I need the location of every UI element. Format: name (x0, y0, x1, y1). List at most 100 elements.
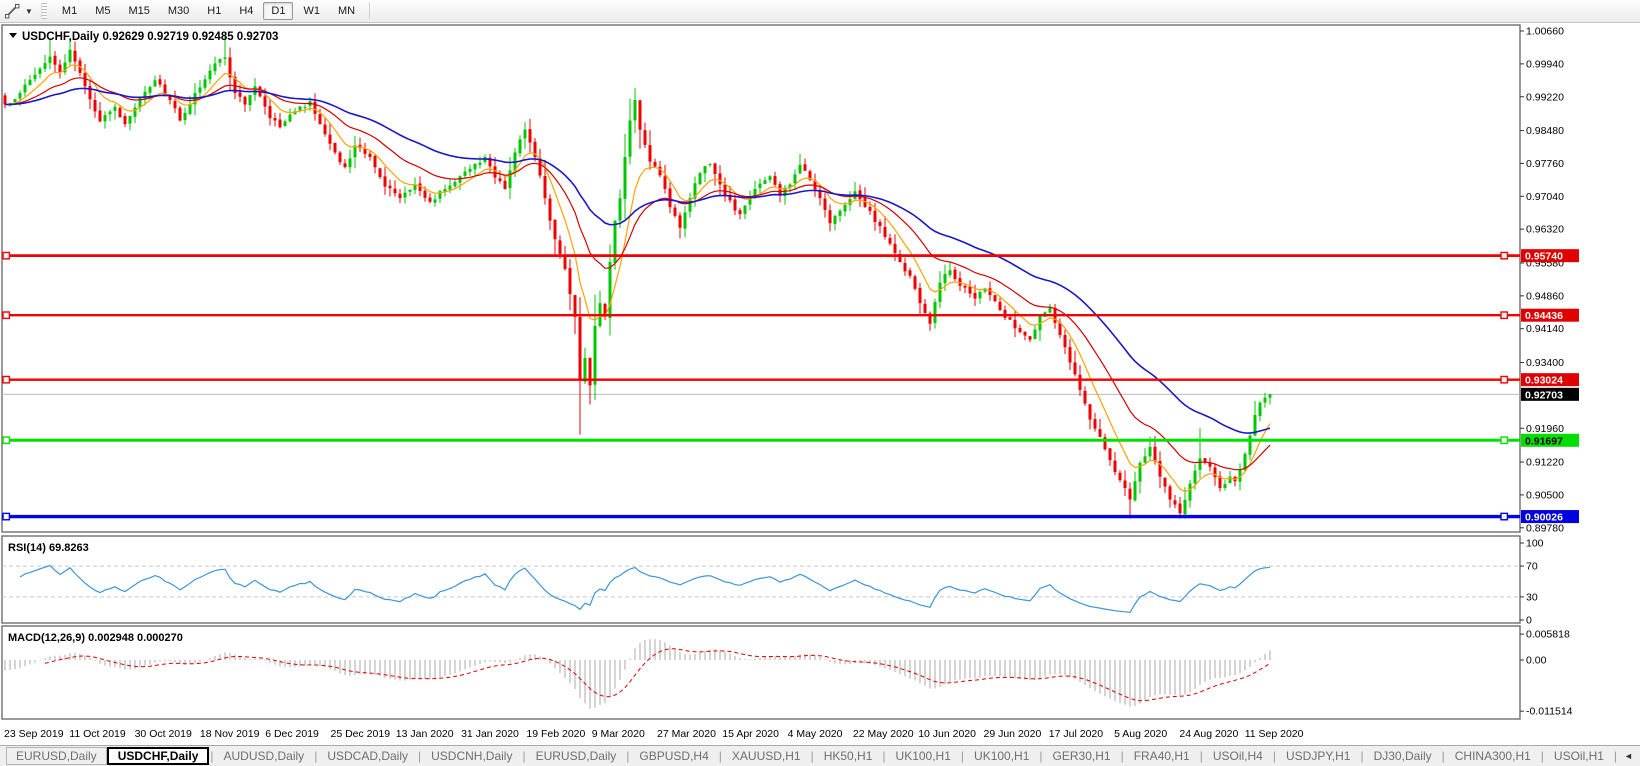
date-tick-label: 22 May 2020 (853, 728, 914, 740)
tab-XAUUSD,H1[interactable]: XAUUSD,H1 (731, 749, 801, 763)
date-axis: 23 Sep 2019 11 Oct 2019 30 Oct 2019 18 Nov … (4, 728, 1304, 740)
timeframe-button-M1[interactable]: M1 (61, 5, 78, 17)
level-price-badge[interactable] (1521, 510, 1579, 524)
tab-EURUSD,Daily[interactable]: EURUSD,Daily (535, 749, 617, 763)
date-tick-label: 15 Apr 2020 (722, 728, 779, 740)
level-price-badge[interactable] (1521, 308, 1579, 322)
toolbar-grip (40, 3, 47, 19)
tab-separator: | (1613, 749, 1618, 763)
date-tick-label: 31 Jan 2020 (461, 728, 519, 740)
macd-tick-label: -0.011514 (1526, 706, 1573, 718)
timeframe-button-M15[interactable]: M15 (128, 5, 150, 17)
level-handle[interactable] (2, 512, 11, 521)
price-tick-label: 0.90500 (1526, 489, 1564, 501)
price-tick-label: 0.89780 (1526, 522, 1564, 534)
level-handle[interactable] (2, 251, 11, 260)
tab-separator: | (626, 749, 630, 763)
price-tick-label: 0.91220 (1526, 457, 1564, 469)
price-tick-label: 0.97040 (1526, 191, 1564, 203)
chart-title-ohlc: USDCHF,Daily 0.92629 0.92719 0.92485 0.9… (22, 31, 278, 43)
date-tick-label: 11 Oct 2019 (69, 728, 126, 740)
dropdown-arrow-icon: ▼ (25, 6, 33, 16)
price-tick-label: 0.97760 (1526, 158, 1564, 170)
tab-separator: | (960, 749, 965, 763)
level-handle[interactable] (1500, 512, 1509, 521)
level-handle[interactable] (2, 311, 11, 320)
date-tick-label: 4 May 2020 (788, 728, 843, 740)
tab-GBPUSD,H4[interactable]: GBPUSD,H4 (639, 749, 709, 763)
price-tick-label: 0.94860 (1526, 290, 1564, 302)
tab-USOil,H1[interactable]: USOil,H1 (1553, 749, 1604, 763)
level-price-badge[interactable] (1521, 249, 1579, 263)
horizontal-levels-layer[interactable] (2, 251, 1520, 521)
macd-layer: 0.005818 0.00 -0.011514 (4, 629, 1573, 718)
timeframe-button-H1[interactable]: H1 (207, 5, 222, 17)
level-price-badge[interactable] (1521, 433, 1579, 447)
timeframe-button-MN[interactable]: MN (337, 5, 356, 17)
tab-separator: | (718, 749, 722, 763)
level-price-badge-label: 0.91697 (1525, 435, 1563, 447)
date-tick-label: 27 Mar 2020 (657, 728, 716, 740)
level-price-badge-label: 0.95740 (1525, 251, 1563, 263)
tab-USDCAD,Daily[interactable]: USDCAD,Daily (327, 749, 408, 763)
macd-histogram (4, 639, 1271, 709)
tabs-scroll-left-icon[interactable]: ◄ (1624, 751, 1633, 761)
date-tick-label: 13 Jan 2020 (396, 728, 454, 740)
tab-AUDUSD,Daily[interactable]: AUDUSD,Daily (223, 749, 305, 763)
timeframe-button-H4[interactable]: H4 (239, 5, 254, 17)
tab-DJ30,Daily[interactable]: DJ30,Daily (1373, 749, 1432, 763)
ma-mid-line (4, 77, 1271, 471)
tab-CHINA300,H1[interactable]: CHINA300,H1 (1454, 749, 1531, 763)
tab-GER30,H1[interactable]: GER30,H1 (1052, 749, 1111, 763)
rsi-line (19, 564, 1271, 614)
timeframe-button-W1[interactable]: W1 (303, 5, 320, 17)
symbol-tab-bar: EURUSD,Daily USDCHF,Daily | AUDUSD,Daily | US… (0, 745, 1640, 766)
tab-USOil,H4[interactable]: USOil,H4 (1212, 749, 1263, 763)
level-handle[interactable] (1500, 375, 1509, 384)
ma-fast-line (4, 64, 1271, 493)
tab-separator: | (1360, 749, 1364, 763)
tab-EURUSD,Daily[interactable]: EURUSD,Daily (6, 747, 107, 765)
price-tick-label: 0.96320 (1526, 224, 1564, 236)
current-price-badge[interactable] (1521, 387, 1579, 401)
level-handle[interactable] (2, 375, 11, 384)
level-price-badge[interactable] (1521, 373, 1579, 387)
symbol-dropdown-icon[interactable] (9, 33, 17, 38)
ma-slow-line (5, 87, 1271, 434)
price-tick-label: 0.99220 (1526, 91, 1564, 103)
cursor-tool-button[interactable]: ▼ (0, 0, 37, 22)
level-handle[interactable] (1500, 251, 1509, 260)
date-tick-label: 11 Sep 2020 (1245, 728, 1304, 740)
tab-HK50,H1[interactable]: HK50,H1 (823, 749, 873, 763)
tab-UK100,H1[interactable]: UK100,H1 (974, 749, 1030, 763)
level-handle[interactable] (1500, 311, 1509, 320)
rsi-layer: 100 70 30 0 (2, 538, 1544, 627)
date-tick-label: 29 Jun 2020 (984, 728, 1042, 740)
timeframe-button-M30[interactable]: M30 (167, 5, 190, 17)
date-tick-label: 23 Sep 2019 (4, 728, 64, 740)
timeframe-button-D1[interactable]: D1 (263, 2, 294, 20)
date-tick-label: 5 Aug 2020 (1114, 728, 1167, 740)
tab-USDJPY,H1[interactable]: USDJPY,H1 (1285, 749, 1351, 763)
level-handle[interactable] (1500, 436, 1509, 445)
toolbar-separator (369, 3, 371, 19)
tab-separator: | (810, 749, 814, 763)
level-price-badge-label: 0.90026 (1525, 512, 1563, 524)
tab-separator: | (1540, 749, 1544, 763)
macd-panel (1, 625, 1521, 720)
date-tick-label: 19 Feb 2020 (526, 728, 585, 740)
level-handle[interactable] (2, 436, 11, 445)
tab-separator: | (522, 749, 526, 763)
timeframe-button-M5[interactable]: M5 (95, 5, 111, 17)
tab-separator: | (210, 749, 214, 763)
price-tick-label: 1.00660 (1526, 26, 1564, 38)
tab-UK100,H1[interactable]: UK100,H1 (895, 749, 951, 763)
cursor-tool-icon (5, 4, 20, 19)
moving-averages-layer (4, 64, 1271, 493)
tab-USDCNH,Daily[interactable]: USDCNH,Daily (431, 749, 513, 763)
rsi-tick-label: 100 (1526, 538, 1544, 550)
tab-FRA40,H1[interactable]: FRA40,H1 (1133, 749, 1190, 763)
tab-USDCHF,Daily[interactable]: USDCHF,Daily (106, 747, 210, 765)
tab-separator: | (418, 749, 422, 763)
rsi-panel (1, 535, 1521, 624)
